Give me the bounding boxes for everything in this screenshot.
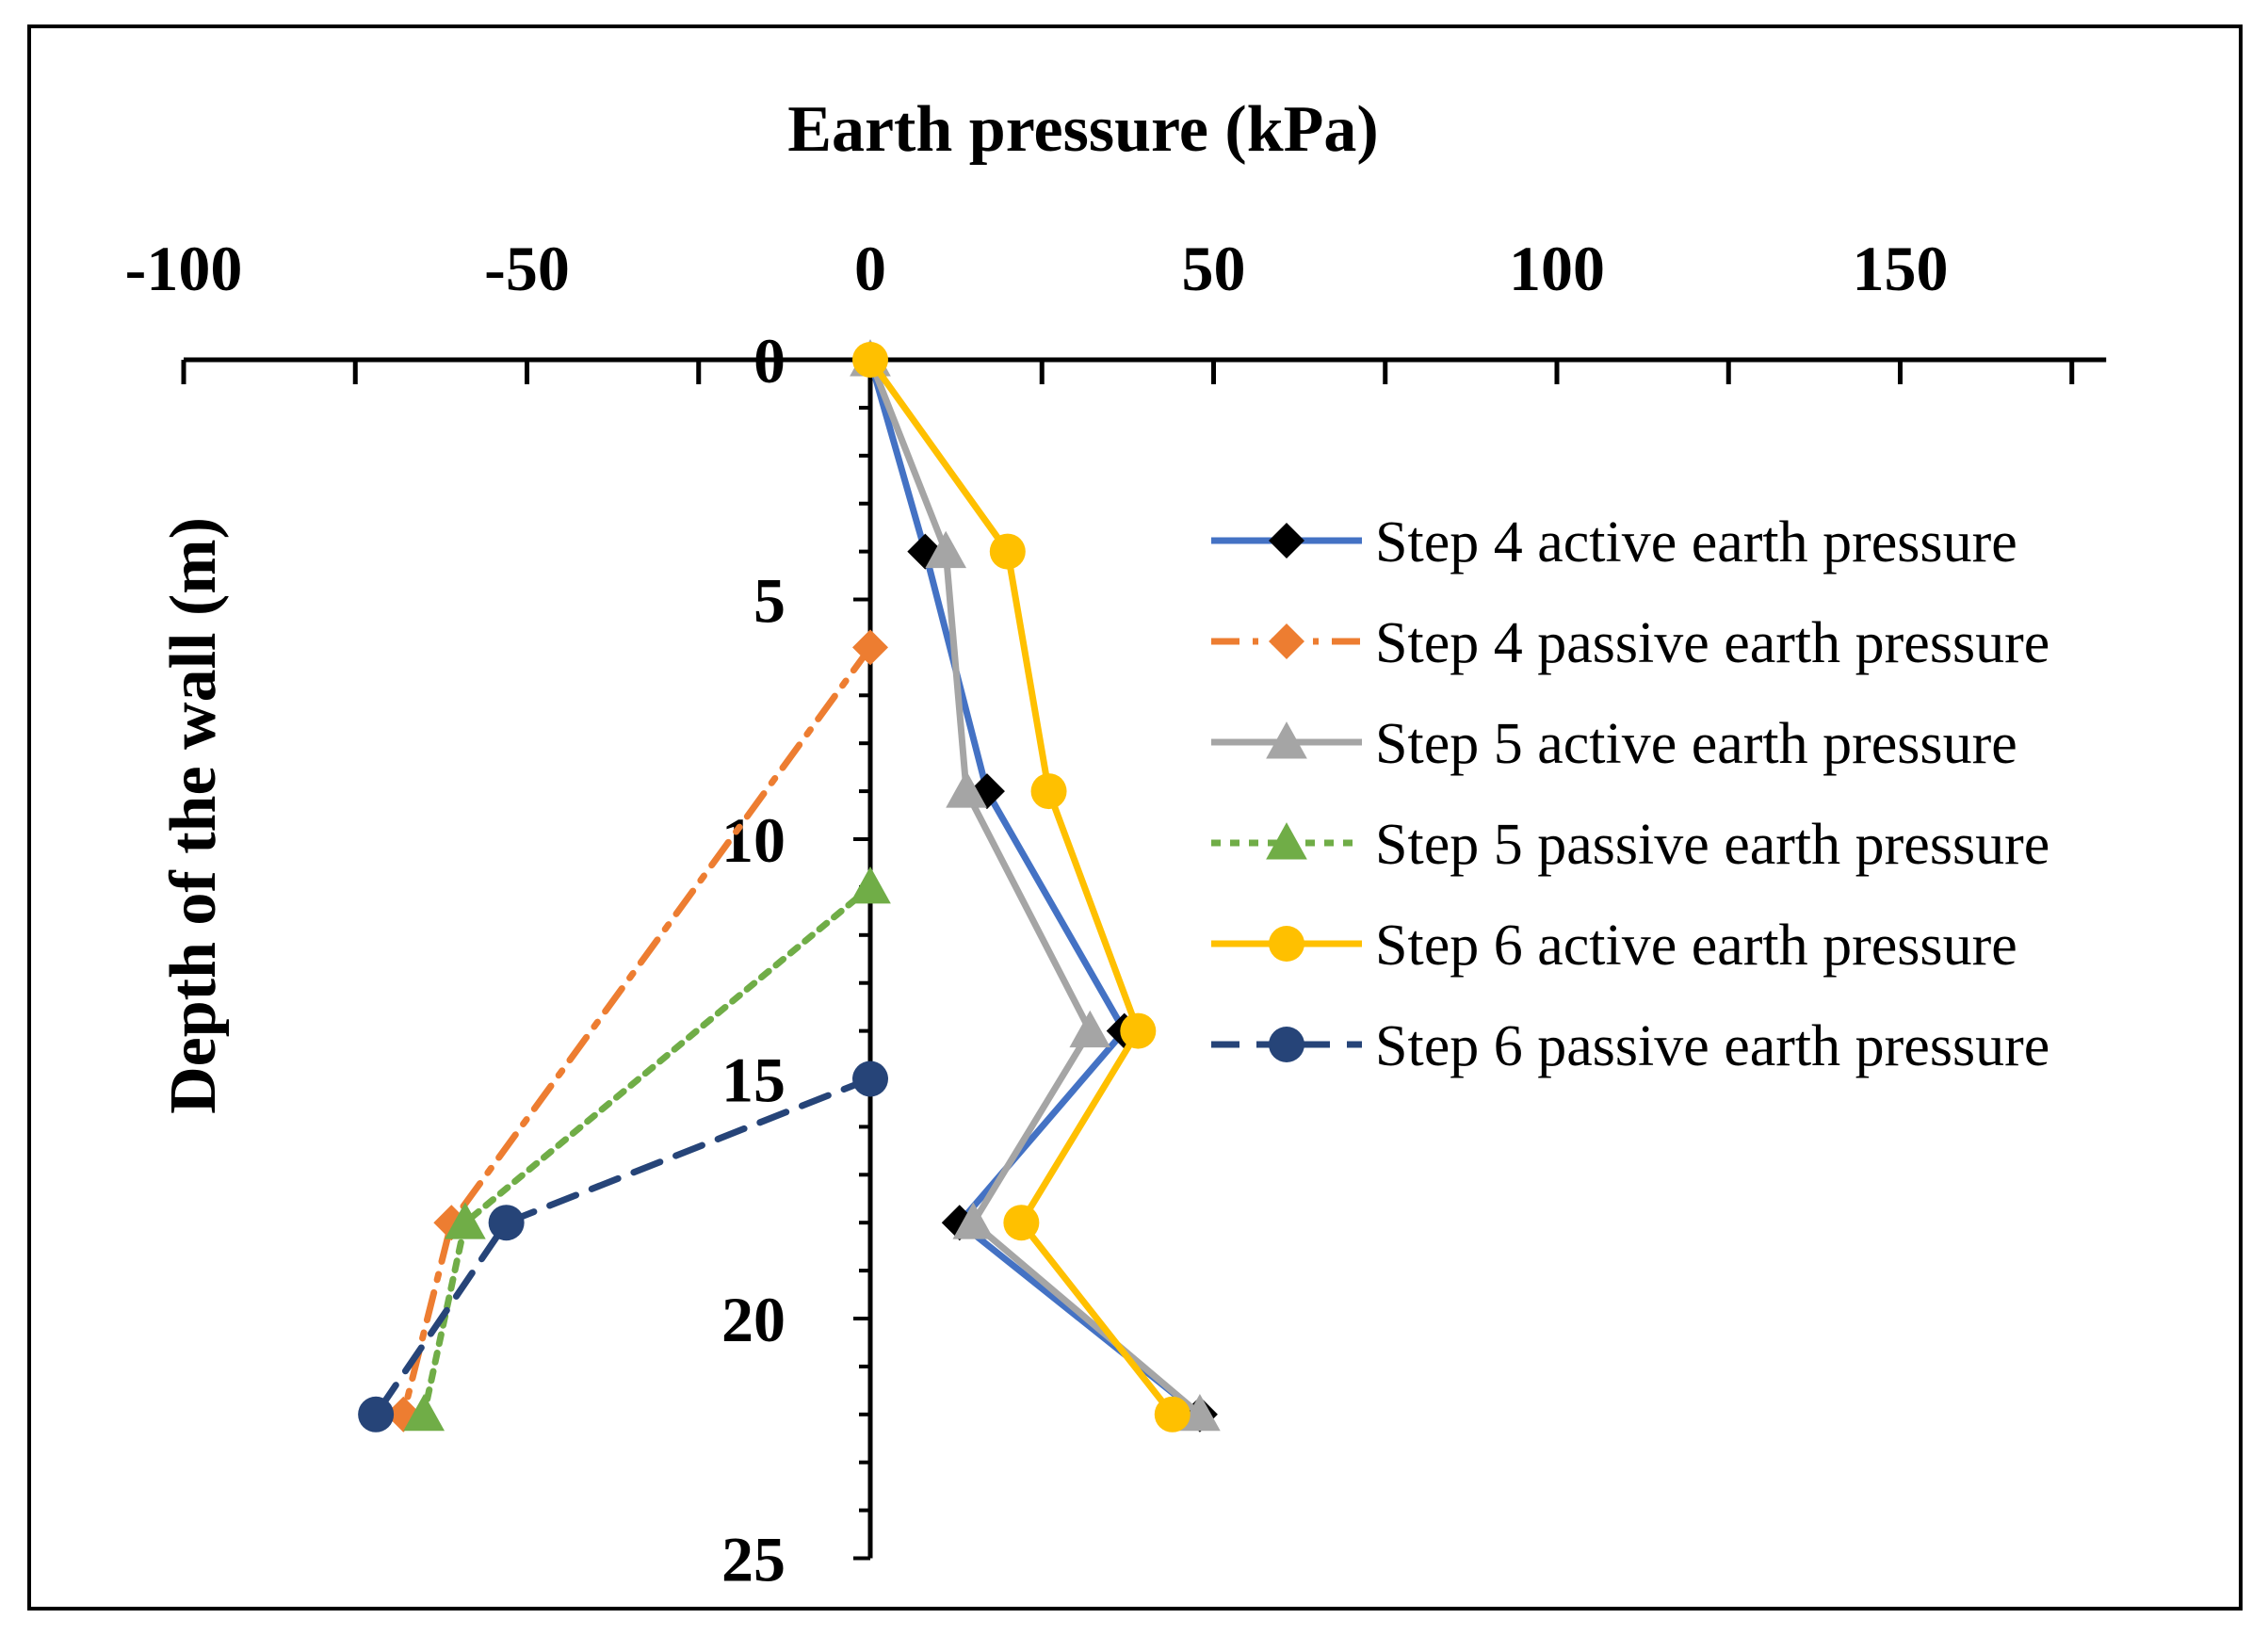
data-point [1069, 1010, 1111, 1048]
data-point [852, 342, 888, 378]
series-1 [852, 342, 1218, 1433]
legend-marker [1269, 1027, 1304, 1062]
x-tick-label: -50 [484, 233, 570, 304]
y-tick-labels: 0 5 10 15 20 25 [721, 325, 786, 1595]
legend-label: Step 5 active earth pressure [1375, 712, 2017, 776]
data-point [1179, 1393, 1221, 1432]
data-point [852, 629, 888, 666]
data-point [358, 1396, 395, 1433]
legend-item-5: Step 6 active earth pressure [1211, 914, 2017, 978]
series-line [372, 1076, 874, 1418]
series-5 [852, 342, 1191, 1433]
series-line [867, 356, 1176, 1418]
data-point [850, 866, 891, 904]
series-line [867, 356, 1204, 1418]
data-point [1003, 1205, 1040, 1241]
x-tick-label: -100 [125, 233, 243, 304]
y-axis-title: Depth of the wall (m) [157, 517, 230, 1114]
x-tick-label: 150 [1853, 233, 1949, 304]
series-layer [358, 339, 1221, 1433]
y-tick-label: 15 [721, 1044, 786, 1116]
series-2 [385, 629, 888, 1433]
axes [181, 357, 2107, 1561]
legend: Step 4 active earth pressure Step 4 passi… [1211, 510, 2049, 1078]
x-tick-label: 50 [1182, 233, 1246, 304]
data-point [488, 1205, 525, 1241]
legend-item-1: Step 4 active earth pressure [1211, 510, 2017, 575]
data-point [852, 1060, 888, 1097]
legend-item-6: Step 6 passive earth pressure [1211, 1014, 2049, 1078]
series-line [420, 883, 874, 1418]
y-tick-label: 5 [753, 565, 786, 637]
data-point [946, 770, 987, 808]
y-tick-label: 0 [753, 325, 786, 397]
legend-marker [1266, 822, 1307, 860]
legend-marker [1269, 523, 1304, 558]
legend-item-2: Step 4 passive earth pressure [1211, 611, 2049, 675]
chart-frame [27, 24, 2243, 1611]
data-point [1030, 773, 1067, 810]
legend-item-4: Step 5 passive earth pressure [1211, 813, 2049, 877]
x-axis-title: Earth pressure (kPa) [787, 93, 1378, 166]
x-tick-label: 100 [1509, 233, 1605, 304]
legend-label: Step 4 passive earth pressure [1375, 611, 2049, 675]
x-tick-labels: -100 -50 0 50 100 150 [125, 233, 1949, 304]
legend-label: Step 6 passive earth pressure [1375, 1014, 2049, 1078]
legend-marker [1269, 623, 1304, 659]
data-point [925, 530, 967, 569]
y-tick-label: 25 [721, 1524, 786, 1595]
legend-item-3: Step 5 active earth pressure [1211, 712, 2017, 776]
data-point [952, 1202, 995, 1239]
legend-label: Step 4 active earth pressure [1375, 510, 2017, 575]
series-line [399, 643, 874, 1418]
x-tick-label: 0 [854, 233, 886, 304]
data-point [445, 1202, 486, 1239]
y-tick-label: 20 [721, 1284, 786, 1355]
y-tick-label: 10 [721, 804, 786, 876]
legend-marker [1266, 721, 1307, 759]
data-point [1120, 1012, 1157, 1049]
legend-label: Step 5 passive earth pressure [1375, 813, 2049, 877]
series-4 [403, 866, 891, 1432]
legend-label: Step 6 active earth pressure [1375, 914, 2017, 978]
series-6 [358, 1060, 888, 1433]
legend-marker [1269, 926, 1304, 962]
series-3 [850, 339, 1221, 1432]
data-point [403, 1393, 445, 1432]
data-point [1154, 1396, 1191, 1433]
data-point [989, 533, 1026, 570]
series-line [867, 356, 1204, 1418]
